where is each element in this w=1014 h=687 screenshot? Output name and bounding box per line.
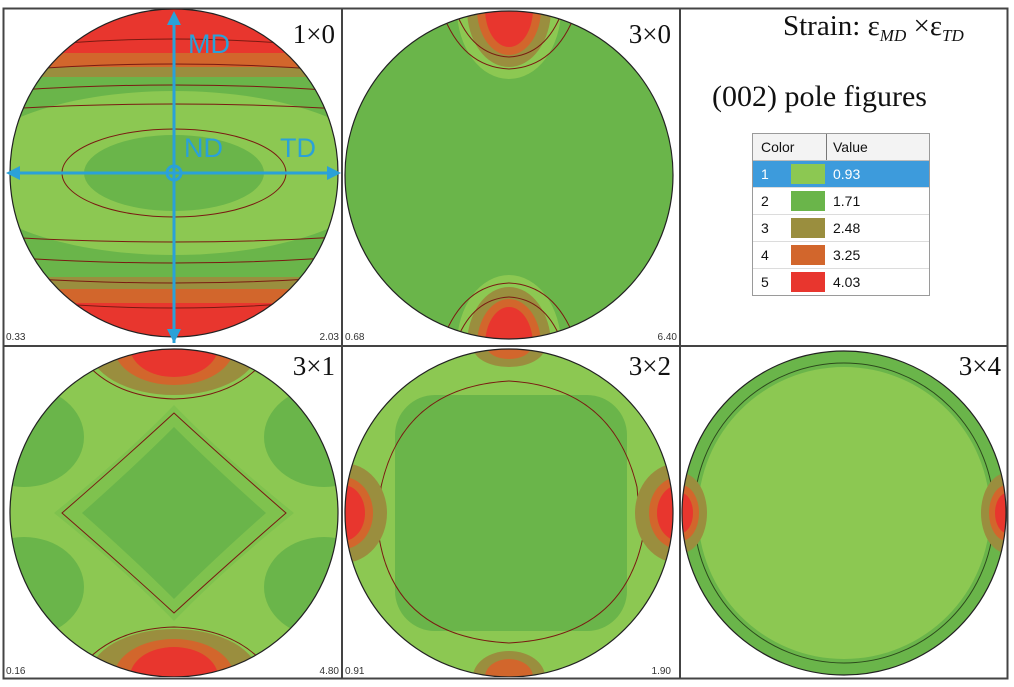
legend-row[interactable]: 1 0.93: [753, 161, 929, 188]
sample-axes: [6, 11, 341, 343]
pole-figures-label: (002) pole figures: [712, 80, 927, 113]
panel-label: 3×1: [292, 351, 335, 381]
md-axis-label: MD: [188, 29, 230, 59]
scale-min: 0.91: [345, 666, 365, 677]
color-legend-table: Color Value 1 0.93 2 1.71 3 2.48 4 3.25 …: [752, 133, 930, 296]
scale-max: 2.03: [319, 332, 339, 343]
scale-max: 4.80: [319, 666, 339, 677]
color-swatch: [791, 272, 825, 292]
legend-row[interactable]: 2 1.71: [753, 188, 929, 215]
scale-min: 0.33: [6, 332, 26, 343]
color-swatch: [791, 164, 825, 184]
panel-label: 3×4: [958, 351, 1001, 381]
panel-label: 3×2: [628, 351, 671, 381]
nd-axis-label: ND: [184, 133, 223, 163]
pole-figure-3x4-plot: [681, 350, 1007, 676]
pole-figure-3x0: 3×0 0.68 6.40: [343, 9, 679, 345]
scale-max: 6.40: [657, 332, 677, 343]
scale-min: 0.68: [345, 332, 365, 343]
pole-figure-3x1: 3×1 0.16 4.80: [4, 347, 341, 677]
pole-figure-1x0-plot: [6, 9, 341, 343]
pole-figure-3x2: 3×2 0.91 1.90: [343, 347, 679, 677]
legend-header-color: Color: [753, 134, 827, 160]
panel-label: 1×0: [292, 19, 335, 49]
color-swatch: [791, 245, 825, 265]
scale-max: 1.90: [651, 666, 671, 677]
legend-header: Color Value: [753, 134, 929, 161]
legend-row[interactable]: 4 3.25: [753, 242, 929, 269]
color-swatch: [791, 191, 825, 211]
pole-figure-3x4: 3×4: [681, 347, 1007, 677]
scale-min: 0.16: [6, 666, 26, 677]
strain-title: Strain: εMD ×εTD: [783, 10, 964, 45]
td-axis-label: TD: [280, 133, 316, 163]
legend-header-value: Value: [833, 139, 868, 155]
pole-figure-3x0-plot: [344, 10, 674, 340]
pole-figure-3x2-plot: [344, 348, 674, 677]
panel-label: 3×0: [628, 19, 671, 49]
pole-figure-3x1-plot: [9, 348, 339, 677]
legend-row[interactable]: 3 2.48: [753, 215, 929, 242]
legend-row[interactable]: 5 4.03: [761, 272, 861, 292]
pole-figure-1x0: MD ND TD 1×0 0.33 2.03: [4, 9, 341, 345]
color-swatch: [791, 218, 825, 238]
